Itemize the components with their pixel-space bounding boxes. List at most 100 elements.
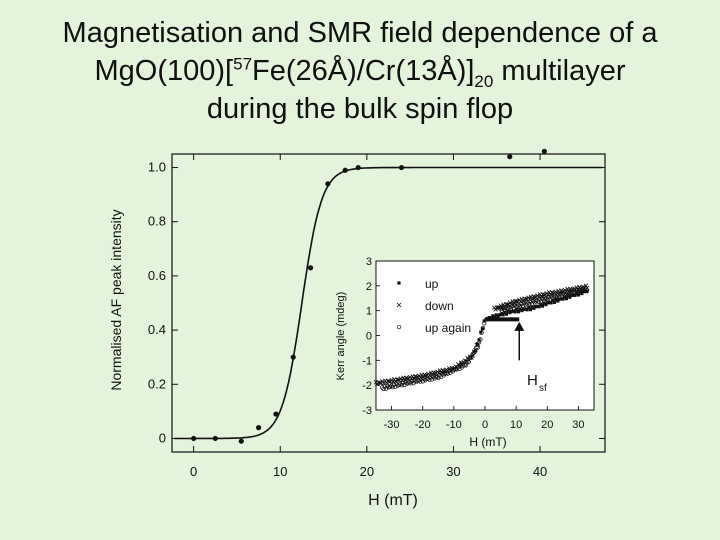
inset-y-tick-label: 1 bbox=[366, 306, 372, 318]
inset-point-up-again bbox=[420, 379, 425, 384]
inset-point-up-again bbox=[466, 360, 471, 365]
inset-point-up-again bbox=[478, 337, 483, 342]
inset-point-up-again bbox=[399, 383, 404, 388]
inset-point-up bbox=[522, 307, 526, 311]
main-data-point bbox=[325, 181, 331, 187]
main-y-tick-label: 0.6 bbox=[148, 268, 166, 283]
inset-point-up-again bbox=[440, 371, 445, 377]
inset-point-up bbox=[518, 307, 522, 311]
inset-point-up bbox=[571, 293, 575, 297]
inset-point-down bbox=[412, 374, 418, 379]
inset-point-up-again bbox=[512, 303, 518, 308]
inset-point-up-again bbox=[507, 304, 512, 310]
title-line-3: during the bulk spin flop bbox=[206, 93, 514, 125]
inset-point-up bbox=[539, 302, 543, 306]
main-data-point bbox=[238, 438, 244, 444]
inset-x-axis-label: H (mT) bbox=[469, 435, 506, 449]
main-data-point bbox=[342, 167, 348, 173]
main-data-point bbox=[212, 435, 218, 442]
inset-point-up-again bbox=[385, 384, 390, 389]
inset-point-down bbox=[523, 297, 529, 302]
inset-point-up-again bbox=[391, 382, 397, 387]
inset-x-tick-label: -10 bbox=[446, 419, 462, 431]
title-line-2b: Fe(26Å)/Cr(13Å)] bbox=[252, 55, 475, 87]
inset-point-up-again bbox=[428, 375, 433, 380]
inset-point-up bbox=[498, 313, 502, 317]
inset-point-down bbox=[394, 377, 400, 382]
inset-point-up bbox=[477, 338, 481, 342]
inset-point-down bbox=[511, 300, 517, 306]
inset-point-down bbox=[403, 375, 409, 381]
inset-point-up-again bbox=[475, 345, 480, 350]
inset-point-up bbox=[537, 305, 541, 309]
inset-point-up-again bbox=[528, 299, 533, 304]
title-line-2a: MgO(100)[ bbox=[94, 55, 234, 87]
main-data-point bbox=[256, 425, 262, 431]
main-x-tick-label: 30 bbox=[446, 464, 460, 479]
inset-point-down bbox=[385, 378, 391, 384]
inset-point-up-again bbox=[479, 330, 484, 335]
legend-marker-square bbox=[397, 281, 401, 285]
legend-marker-circle bbox=[396, 324, 402, 330]
inset-point-up bbox=[527, 305, 531, 310]
inset-point-down bbox=[429, 372, 435, 378]
main-x-tick-label: 40 bbox=[533, 464, 547, 479]
inset-y-tick-label: 2 bbox=[366, 281, 372, 293]
main-data-point bbox=[507, 154, 513, 160]
inset-point-up-again bbox=[584, 288, 590, 293]
inset-point-down bbox=[569, 287, 574, 293]
inset-point-up-again bbox=[390, 384, 395, 390]
inset-point-up bbox=[530, 305, 534, 309]
main-data-point bbox=[307, 265, 314, 271]
inset-point-up bbox=[556, 299, 560, 303]
inset-point-up-again bbox=[519, 301, 524, 306]
main-x-tick-label: 0 bbox=[190, 464, 197, 479]
inset-point-up-again bbox=[520, 303, 525, 308]
inset-point-down bbox=[536, 294, 542, 300]
inset-point-up bbox=[511, 309, 515, 313]
inset-point-up-again bbox=[480, 325, 486, 331]
title-line-2: MgO(100)[57Fe(26Å)/Cr(13Å)]20 multilayer bbox=[0, 52, 720, 90]
inset-point-up bbox=[508, 311, 512, 315]
inset-point-up bbox=[494, 313, 498, 317]
inset-x-tick-label: 20 bbox=[541, 419, 553, 431]
inset-point-down bbox=[395, 377, 401, 383]
inset-point-up-again bbox=[402, 382, 407, 388]
inset-point-up bbox=[516, 310, 521, 314]
inset-point-up bbox=[499, 312, 503, 316]
title-line-1: Magnetisation and SMR field dependence o… bbox=[62, 17, 658, 49]
inset-point-down bbox=[389, 377, 394, 383]
inset-point-up-again bbox=[393, 384, 398, 389]
main-data-point bbox=[273, 411, 279, 417]
inset-arrow-head bbox=[514, 321, 525, 331]
inset-annotation-h: H bbox=[527, 372, 538, 389]
main-x-tick-label: 10 bbox=[273, 464, 287, 479]
main-y-tick-label: 1.0 bbox=[148, 160, 166, 175]
main-data-point bbox=[290, 354, 296, 360]
main-y-tick-label: 0 bbox=[159, 430, 166, 445]
inset-point-up bbox=[585, 289, 589, 294]
inset-point-up bbox=[573, 293, 577, 297]
inset-point-up-again bbox=[445, 371, 450, 376]
inset-x-tick-label: 30 bbox=[572, 419, 584, 431]
inset-y-axis-label: Kerr angle (mdeg) bbox=[335, 292, 347, 381]
inset-point-up bbox=[532, 306, 536, 310]
inset-point-up bbox=[510, 309, 514, 314]
inset-point-down bbox=[548, 292, 553, 297]
inset-point-up bbox=[544, 303, 548, 307]
inset-point-down bbox=[432, 371, 438, 376]
inset-point-up bbox=[506, 309, 510, 313]
legend-label: up again bbox=[425, 321, 471, 335]
inset-point-up bbox=[534, 305, 538, 309]
inset-point-down bbox=[386, 379, 392, 384]
inset-point-down bbox=[441, 369, 447, 374]
inset-point-up-again bbox=[427, 377, 432, 382]
inset-point-up bbox=[515, 307, 519, 312]
inset-point-up-again bbox=[531, 298, 536, 304]
inset-y-tick-label: -2 bbox=[362, 380, 372, 392]
inset-point-down bbox=[532, 294, 538, 300]
inset-point-up-again bbox=[384, 386, 389, 391]
inset-y-tick-label: 3 bbox=[366, 256, 372, 268]
inset-point-up-again bbox=[454, 367, 459, 372]
inset-point-up bbox=[568, 295, 572, 299]
